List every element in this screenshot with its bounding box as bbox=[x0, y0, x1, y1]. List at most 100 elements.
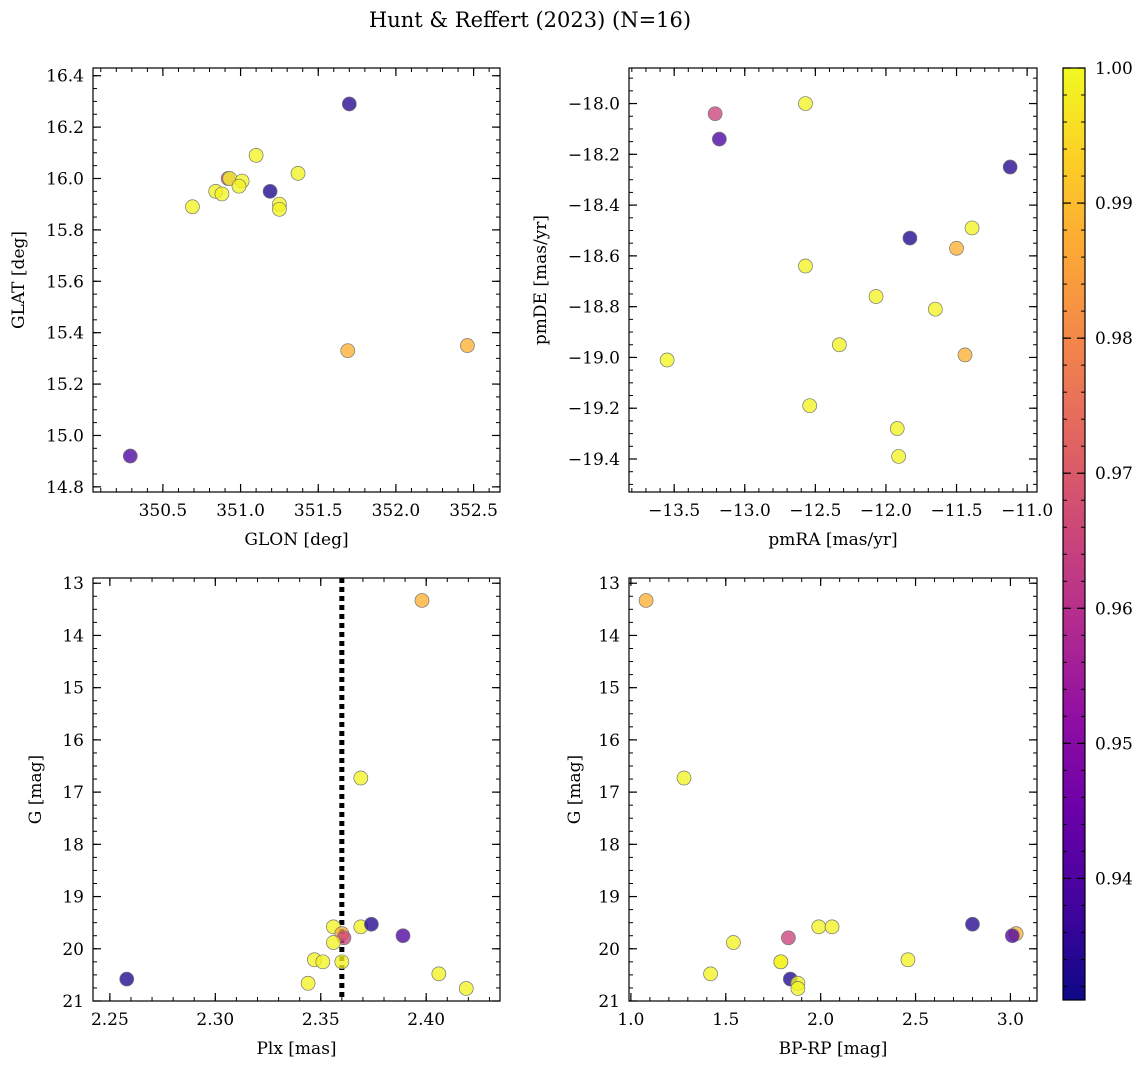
y-tick-label: −18.6 bbox=[568, 247, 620, 267]
colorbar-tick-label: 0.96 bbox=[1095, 599, 1133, 619]
y-tick-label: 16.4 bbox=[46, 67, 84, 87]
scatter-point bbox=[1004, 928, 1020, 944]
y-tick-label: 16 bbox=[62, 731, 84, 751]
scatter-point bbox=[891, 449, 906, 464]
x-tick-label: 1.5 bbox=[712, 1010, 739, 1030]
scatter-point bbox=[248, 148, 264, 163]
y-tick-label: 16.0 bbox=[46, 169, 84, 189]
scatter-point bbox=[900, 952, 916, 968]
y-tick-label: 21 bbox=[62, 992, 84, 1012]
scatter-points bbox=[122, 96, 475, 464]
y-tick-label: −18.8 bbox=[568, 298, 620, 318]
scatter-point bbox=[902, 230, 918, 246]
y-axis-label: G [mag] bbox=[26, 755, 46, 824]
y-tick-label: −19.0 bbox=[568, 348, 620, 368]
scatter-point bbox=[290, 166, 306, 181]
y-tick-label: 18 bbox=[62, 835, 84, 855]
y-tick-label: −18.4 bbox=[568, 196, 620, 216]
x-tick-label: 3.0 bbox=[997, 1010, 1024, 1030]
scatter-point bbox=[798, 258, 813, 274]
scatter-point bbox=[659, 352, 675, 368]
scatter-point bbox=[676, 770, 692, 786]
panels: 350.5 351.0 351.5 352.0 352.5 14.8 15.0 15.2 15.… bbox=[9, 67, 1053, 1059]
y-axis-label: G [mag] bbox=[565, 755, 585, 824]
y-tick-label: 14 bbox=[62, 626, 84, 646]
scatter-point bbox=[214, 186, 230, 202]
scatter-point bbox=[414, 593, 430, 608]
scatter-points bbox=[638, 593, 1024, 996]
axes-frame bbox=[628, 67, 1038, 493]
x-tick-label: 2.35 bbox=[302, 1010, 340, 1030]
y-tick-label: 15.0 bbox=[46, 426, 84, 446]
scatter-points bbox=[119, 593, 474, 996]
scatter-point bbox=[964, 220, 980, 236]
y-tick-label: 15.4 bbox=[46, 324, 84, 344]
scatter-point bbox=[773, 954, 789, 970]
scatter-point bbox=[353, 770, 369, 786]
axes-frame bbox=[92, 577, 501, 1002]
scatter-point bbox=[781, 930, 796, 946]
x-axis-label: pmRA [mas/yr] bbox=[768, 530, 897, 550]
axes-frame bbox=[92, 67, 501, 493]
scatter-point bbox=[395, 928, 411, 944]
y-tick-label: 21 bbox=[598, 992, 620, 1012]
scatter-point bbox=[326, 935, 341, 950]
y-tick-label: 13 bbox=[62, 574, 84, 594]
x-tick-label: 350.5 bbox=[139, 501, 188, 521]
y-tick-label: −18.0 bbox=[568, 95, 620, 115]
y-tick-label: 19 bbox=[62, 888, 84, 908]
colorbar-bar bbox=[1062, 67, 1086, 1001]
scatter-point bbox=[790, 981, 806, 996]
scatter-point bbox=[122, 448, 138, 464]
x-tick-label: −11.5 bbox=[930, 501, 982, 521]
scatter-point bbox=[832, 337, 847, 353]
x-tick-label: 352.5 bbox=[449, 501, 498, 521]
x-tick-label: −13.0 bbox=[719, 501, 771, 521]
y-tick-label: 20 bbox=[62, 940, 84, 960]
x-tick-label: 1.0 bbox=[617, 1010, 644, 1030]
scatter-point bbox=[638, 593, 654, 608]
scatter-point bbox=[726, 935, 741, 950]
scatter-point bbox=[262, 183, 278, 199]
y-tick-label: 14.8 bbox=[46, 478, 84, 498]
scatter-point bbox=[802, 398, 818, 414]
y-tick-label: −18.2 bbox=[568, 145, 620, 165]
panel-tr: −13.5 −13.0 −12.5 −12.0 −11.5 −11.0 −19.4 −19.2… bbox=[531, 67, 1053, 550]
figure-title: Hunt & Reffert (2023) (N=16) bbox=[369, 8, 691, 32]
y-tick-label: 19 bbox=[598, 888, 620, 908]
scatter-points bbox=[659, 96, 1018, 464]
scatter-point bbox=[341, 96, 357, 112]
scatter-point bbox=[1002, 159, 1018, 175]
y-tick-label: 15 bbox=[62, 679, 84, 699]
scatter-point bbox=[824, 919, 840, 935]
colorbar-tick-label: 1.00 bbox=[1095, 59, 1133, 79]
scatter-point bbox=[949, 240, 964, 256]
x-tick-label: 2.25 bbox=[91, 1010, 129, 1030]
y-tick-label: 16 bbox=[598, 731, 620, 751]
scatter-point bbox=[272, 201, 287, 217]
x-axis-label: Plx [mas] bbox=[256, 1039, 336, 1059]
x-tick-label: −12.5 bbox=[789, 501, 841, 521]
scatter-point bbox=[119, 971, 135, 987]
x-tick-label: −11.0 bbox=[1001, 501, 1053, 521]
scatter-point bbox=[798, 96, 813, 111]
scatter-point bbox=[431, 966, 447, 982]
y-tick-label: −19.4 bbox=[568, 450, 620, 470]
y-tick-label: 16.2 bbox=[46, 118, 84, 138]
y-tick-label: −19.2 bbox=[568, 399, 620, 419]
colorbar-tick-label: 0.99 bbox=[1095, 194, 1133, 214]
scatter-point bbox=[889, 421, 905, 436]
axes-frame bbox=[628, 577, 1038, 1002]
scatter-point bbox=[965, 916, 980, 932]
scatter-point bbox=[458, 981, 474, 996]
y-tick-label: 20 bbox=[598, 940, 620, 960]
y-tick-label: 17 bbox=[62, 783, 84, 803]
panel-tl: 350.5 351.0 351.5 352.0 352.5 14.8 15.0 15.2 15.… bbox=[9, 67, 501, 550]
scatter-point bbox=[300, 975, 316, 991]
x-tick-label: 2.0 bbox=[807, 1010, 834, 1030]
x-tick-label: 2.40 bbox=[407, 1010, 445, 1030]
colorbar-tick-label: 0.95 bbox=[1095, 734, 1133, 754]
colorbar-tick-label: 0.97 bbox=[1095, 464, 1133, 484]
scatter-point bbox=[707, 106, 723, 122]
